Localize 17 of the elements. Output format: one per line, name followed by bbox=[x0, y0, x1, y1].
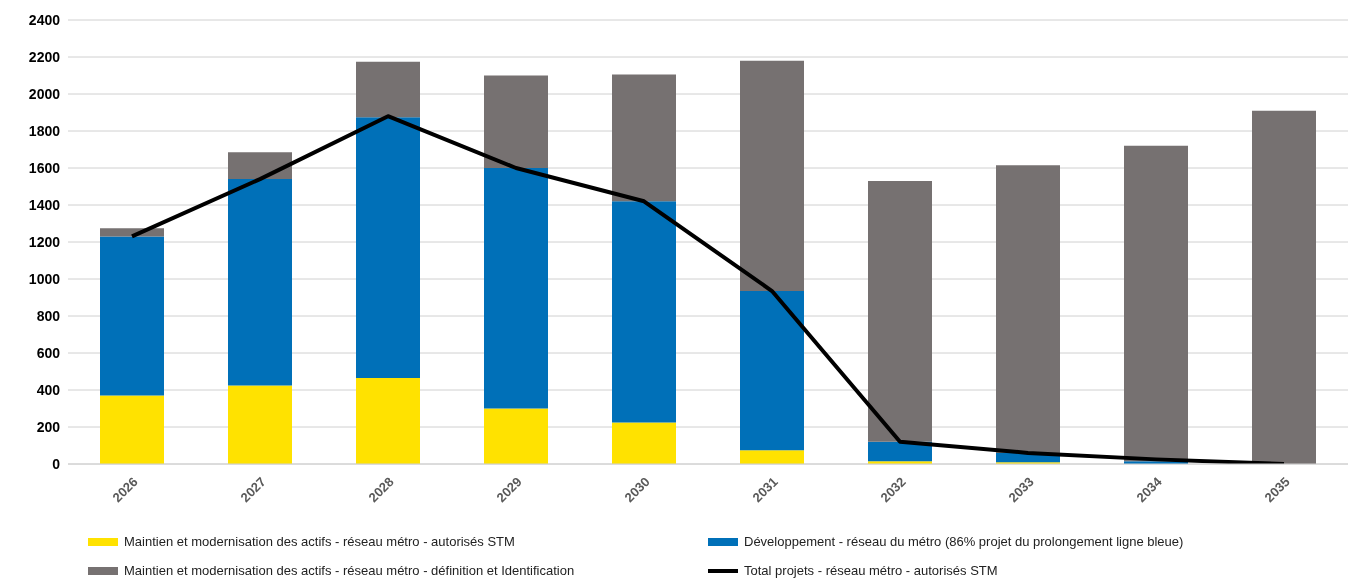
y-tick-label: 800 bbox=[36, 307, 61, 324]
y-tick-label: 1600 bbox=[28, 159, 61, 176]
y-tick-label: 2400 bbox=[28, 11, 61, 28]
y-tick-label: 0 bbox=[52, 455, 61, 472]
y-tick-label: 2000 bbox=[28, 85, 61, 102]
y-tick-label: 600 bbox=[36, 344, 61, 361]
y-tick-label: 200 bbox=[36, 418, 61, 435]
legend-label: Maintien et modernisation des actifs - réseau métro - autorisés STM bbox=[124, 534, 515, 549]
legend-label: Maintien et modernisation des actifs - réseau métro - définition et Identification bbox=[124, 563, 575, 578]
y-tick-label: 2200 bbox=[28, 48, 61, 65]
y-tick-label: 1000 bbox=[28, 270, 61, 287]
y-tick-label: 1400 bbox=[28, 196, 61, 213]
legend-label: Développement - réseau du métro (86% projet du prolongement ligne bleue) bbox=[744, 534, 1184, 549]
legend-label: Total projets - réseau métro - autorisés STM bbox=[744, 563, 998, 578]
y-tick-label: 1200 bbox=[28, 233, 61, 250]
y-tick-label: 1800 bbox=[28, 122, 61, 139]
y-tick-label: 400 bbox=[36, 381, 61, 398]
